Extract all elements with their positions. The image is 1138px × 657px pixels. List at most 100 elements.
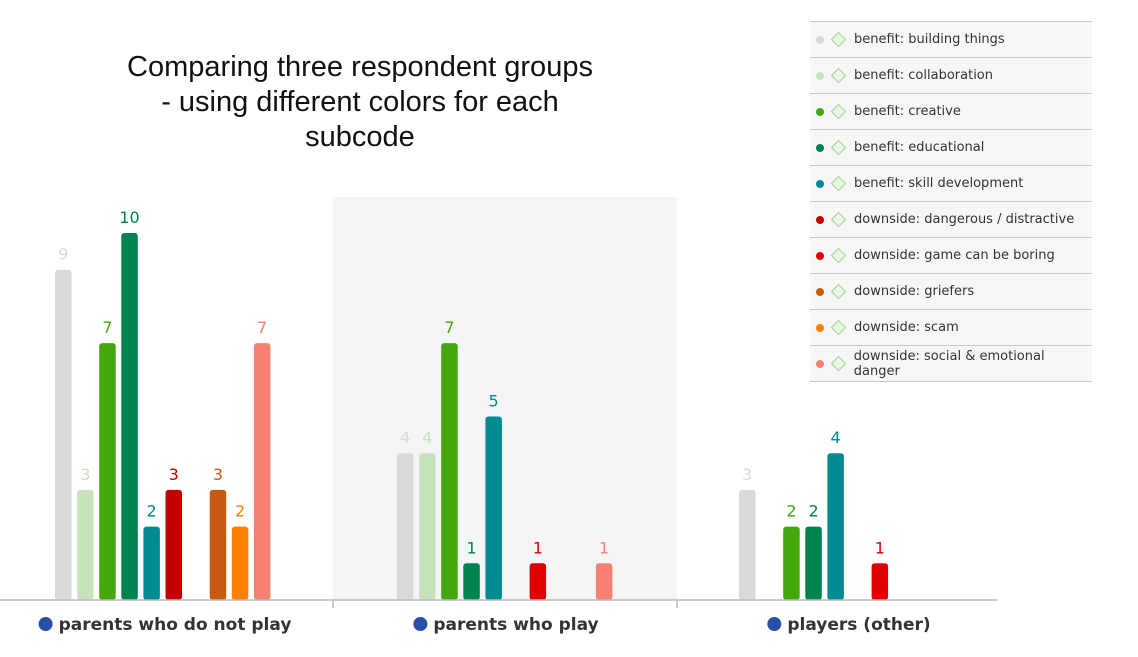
- bar[interactable]: [871, 563, 889, 600]
- legend-label: downside: game can be boring: [854, 248, 1055, 263]
- category-label-text: players (other): [787, 615, 930, 635]
- legend-label: downside: social & emotional danger: [853, 348, 1045, 379]
- category-label[interactable]: players (other): [767, 615, 931, 635]
- chart-title: Comparing three respondent groups - usin…: [90, 50, 630, 155]
- legend-color-dot: [816, 251, 824, 260]
- legend-color-dot: [816, 179, 824, 188]
- bar[interactable]: [827, 453, 844, 600]
- data-label: 3: [742, 465, 752, 484]
- data-label: 9: [58, 245, 68, 264]
- diamond-icon: [830, 175, 847, 192]
- diamond-icon: [830, 247, 847, 264]
- bar[interactable]: [77, 489, 94, 600]
- bar[interactable]: [99, 343, 116, 600]
- bar[interactable]: [529, 563, 547, 600]
- legend-color-dot: [816, 215, 824, 224]
- bar[interactable]: [165, 489, 183, 600]
- legend-label: benefit: educational: [854, 140, 985, 155]
- diamond-icon: [830, 211, 847, 228]
- category-label-text: parents who do not play: [59, 615, 292, 635]
- diamond-icon: [830, 103, 847, 120]
- bar[interactable]: [55, 269, 72, 600]
- data-label: 4: [831, 428, 841, 447]
- chart-legend: benefit: building things benefit: collabo…: [810, 21, 1092, 382]
- bar[interactable]: [209, 489, 227, 600]
- diamond-icon: [830, 31, 847, 48]
- data-label: 2: [808, 502, 818, 521]
- legend-color-dot: [816, 143, 824, 152]
- data-label: 1: [875, 538, 885, 557]
- category-label-text: parents who play: [433, 615, 598, 635]
- data-label: 1: [599, 538, 609, 557]
- diamond-icon: [830, 139, 847, 156]
- legend-label: benefit: creative: [854, 104, 961, 119]
- category-marker-dot: [413, 617, 428, 631]
- legend-item[interactable]: downside: griefers: [810, 274, 1092, 310]
- data-label: 7: [102, 318, 112, 337]
- legend-item[interactable]: downside: dangerous / distractive: [810, 202, 1092, 238]
- legend-item[interactable]: benefit: educational: [810, 130, 1092, 166]
- legend-label: benefit: building things: [854, 32, 1005, 47]
- data-label: 7: [444, 318, 454, 337]
- bar[interactable]: [419, 453, 436, 600]
- legend-label: benefit: collaboration: [854, 68, 993, 83]
- legend-label: downside: scam: [854, 320, 959, 335]
- diamond-icon: [830, 283, 847, 300]
- legend-color-dot: [816, 35, 824, 44]
- chart-title-line: Comparing three respondent groups: [127, 51, 593, 83]
- category-marker-dot: [767, 617, 782, 631]
- data-label: 2: [786, 502, 796, 521]
- data-label: 2: [235, 502, 245, 521]
- data-label: 3: [213, 465, 223, 484]
- legend-color-dot: [816, 107, 824, 116]
- bar[interactable]: [441, 343, 458, 600]
- diamond-icon: [830, 67, 847, 84]
- x-axis-ticks: [332, 600, 678, 608]
- diamond-icon: [830, 319, 847, 336]
- bar[interactable]: [143, 526, 160, 600]
- chart-title-line: - using different colors for each: [161, 86, 559, 118]
- legend-color-dot: [816, 287, 824, 296]
- category-label[interactable]: parents who do not play: [38, 615, 292, 635]
- legend-item[interactable]: downside: social & emotional danger: [810, 346, 1092, 382]
- data-label: 3: [169, 465, 179, 484]
- chart-title-line: subcode: [305, 121, 415, 153]
- legend-color-dot: [816, 323, 824, 332]
- bar[interactable]: [397, 453, 414, 600]
- category-labels: parents who do not play parents who play p…: [38, 615, 931, 635]
- legend-item[interactable]: downside: game can be boring: [810, 238, 1092, 274]
- legend-item[interactable]: benefit: skill development: [810, 166, 1092, 202]
- data-label: 1: [466, 538, 476, 557]
- bar[interactable]: [739, 489, 756, 600]
- bar[interactable]: [783, 526, 800, 600]
- legend-item[interactable]: benefit: creative: [810, 94, 1092, 130]
- bar[interactable]: [121, 233, 138, 600]
- data-label: 1: [533, 538, 543, 557]
- bar[interactable]: [595, 563, 613, 600]
- bar[interactable]: [485, 416, 502, 601]
- data-label: 4: [422, 428, 432, 447]
- category-marker-dot: [38, 617, 53, 631]
- category-highlight-band: [333, 197, 677, 600]
- legend-label: downside: griefers: [854, 284, 975, 299]
- data-label: 10: [119, 208, 139, 227]
- category-label[interactable]: parents who play: [413, 615, 599, 635]
- data-label: 5: [489, 392, 499, 411]
- data-label: 2: [147, 502, 157, 521]
- legend-label: downside: dangerous / distractive: [854, 212, 1075, 227]
- diamond-icon: [830, 355, 847, 372]
- bar[interactable]: [231, 526, 249, 600]
- legend-item[interactable]: benefit: building things: [810, 22, 1092, 58]
- data-label: 3: [80, 465, 90, 484]
- bar[interactable]: [805, 526, 822, 600]
- legend-item[interactable]: downside: scam: [810, 310, 1092, 346]
- legend-color-dot: [816, 359, 824, 368]
- legend-item[interactable]: benefit: collaboration: [810, 58, 1092, 94]
- bar[interactable]: [253, 343, 271, 600]
- bar[interactable]: [463, 563, 480, 600]
- data-label: 7: [257, 318, 267, 337]
- legend-label: benefit: skill development: [854, 176, 1024, 191]
- legend-color-dot: [816, 71, 824, 80]
